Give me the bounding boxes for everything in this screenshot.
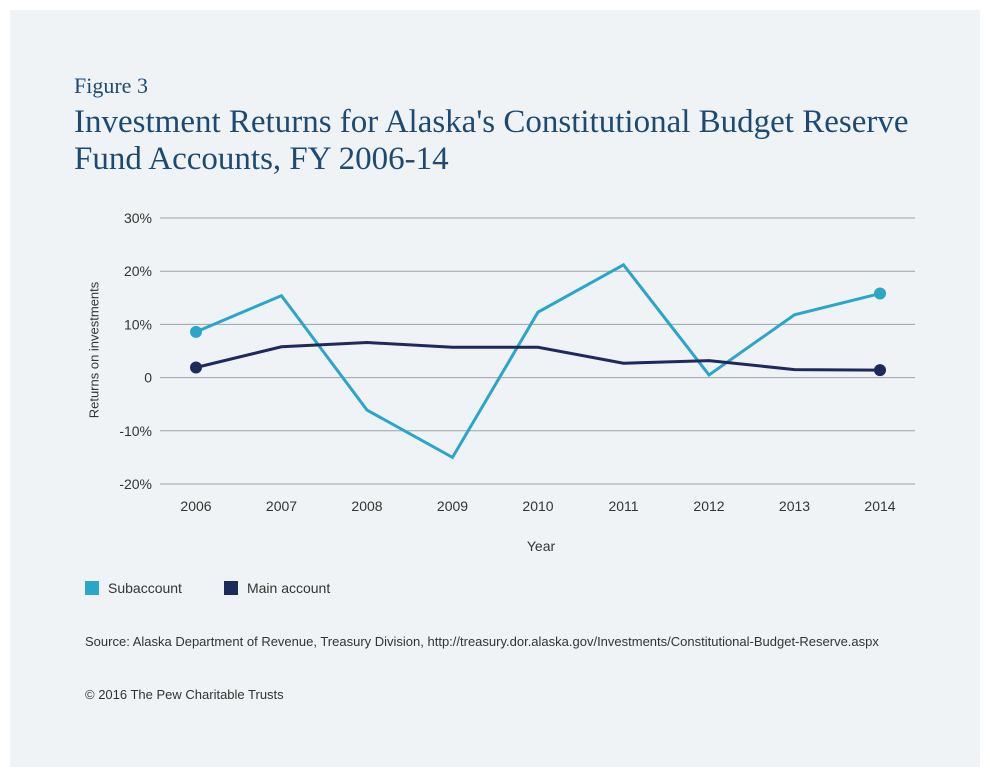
copyright-note: © 2016 The Pew Charitable Trusts <box>85 687 284 702</box>
legend-swatch-main-account <box>223 581 238 595</box>
legend-swatch-subaccount <box>85 581 99 595</box>
x-tick-label: 2010 <box>522 498 553 514</box>
y-tick-label: -10% <box>119 423 152 439</box>
figure-label: Figure 3 <box>74 73 148 98</box>
x-tick-label: 2013 <box>779 498 810 514</box>
x-tick-label: 2011 <box>608 498 638 514</box>
data-point-main-account <box>874 364 886 377</box>
x-tick-label: 2007 <box>266 498 297 514</box>
x-tick-label: 2012 <box>693 498 724 514</box>
data-point-main-account <box>190 361 202 374</box>
series-line-subaccount <box>195 262 881 460</box>
y-tick-label: 0 <box>144 370 152 386</box>
x-tick-label: 2009 <box>437 498 468 514</box>
source-note: Source: Alaska Department of Revenue, Tr… <box>85 634 879 649</box>
y-tick-label: -20% <box>119 476 152 492</box>
legend-label-main-account: Main account <box>246 580 331 596</box>
y-tick-label: 10% <box>124 316 152 332</box>
legend-item-main-account: Main account <box>223 580 331 596</box>
legend-label-subaccount: Subaccount <box>108 580 182 596</box>
y-tick-label: 20% <box>124 263 152 279</box>
series-line-main-account <box>195 340 881 372</box>
x-tick-label: 2008 <box>351 498 382 514</box>
y-axis-title: Returns on investments <box>86 281 102 419</box>
x-axis-title: Year <box>526 538 556 554</box>
legend-item-subaccount: Subaccount <box>85 580 182 596</box>
x-tick-label: 2014 <box>864 498 895 514</box>
data-point-subaccount <box>874 287 886 300</box>
legend: Subaccount Main account <box>85 580 330 596</box>
figure-panel <box>10 10 980 767</box>
y-tick-label: 30% <box>124 210 152 226</box>
chart-title: Investment Returns for Alaska's Constitu… <box>74 104 909 177</box>
data-point-subaccount <box>190 325 202 338</box>
x-tick-label: 2006 <box>180 498 211 514</box>
